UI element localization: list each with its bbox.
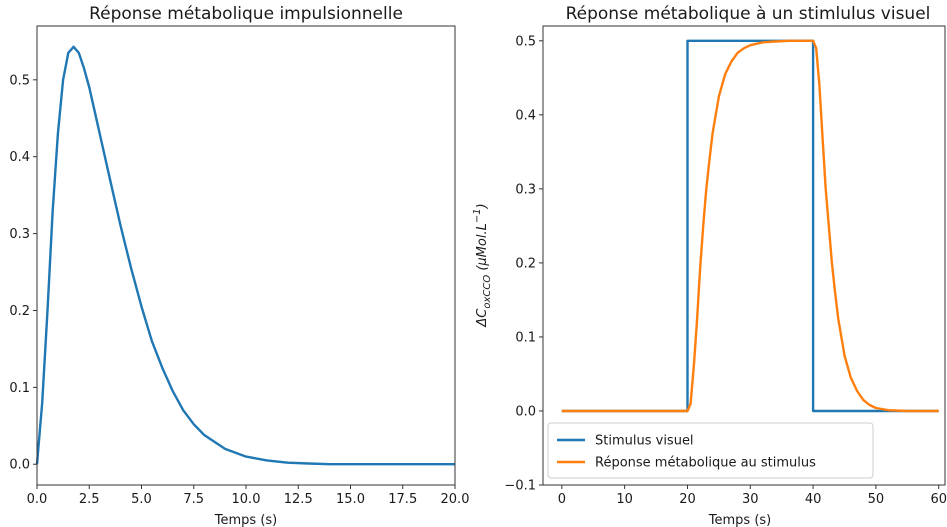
series-line-0	[35, 45, 455, 466]
legend: Stimulus visuel Réponse métabolique au st…	[547, 422, 874, 479]
x-tick-label: 10	[616, 492, 633, 507]
y-axis-label-unit: (μMol.L	[475, 223, 490, 275]
series-line-0	[561, 39, 939, 413]
y-axis-label-close: )	[475, 203, 490, 209]
y-axis-label: ΔCoxCCO (μMol.L−1)	[472, 203, 493, 327]
x-axis-label: Temps (s)	[214, 513, 277, 527]
x-tick-label: 7.5	[183, 492, 204, 507]
y-tick-label: 0.4	[515, 108, 536, 123]
y-tick-label: 0.1	[515, 330, 536, 345]
y-tick-label: 0.2	[9, 304, 30, 319]
x-tick-label: 40	[805, 492, 822, 507]
y-axis-ticks: 0.0 0.1 0.2 0.3 0.4 0.5	[9, 73, 37, 473]
y-tick-label: 0.5	[9, 73, 30, 88]
y-tick-label: 0.1	[9, 381, 30, 396]
x-tick-label: 2.5	[79, 492, 100, 507]
legend-label: Réponse métabolique au stimulus	[595, 456, 816, 471]
plot-lines	[35, 45, 455, 466]
x-tick-label: 12.5	[284, 492, 313, 507]
x-tick-label: 30	[742, 492, 759, 507]
x-tick-label: 17.5	[388, 492, 417, 507]
chart-visual-stimulus-response: Réponse métabolique à un stimlulus visue…	[472, 4, 947, 527]
y-tick-label: 0.3	[515, 182, 536, 197]
x-tick-label: 0	[558, 492, 566, 507]
y-tick-label: 0.0	[515, 404, 536, 419]
plot-frame	[542, 25, 946, 486]
y-tick-label: 0.2	[515, 256, 536, 271]
chart-impulse-response: Réponse métabolique impulsionnelle 0.0 2.…	[9, 4, 469, 527]
plot-lines	[561, 39, 939, 413]
x-axis-label: Temps (s)	[708, 513, 771, 527]
x-tick-label: 20.0	[441, 492, 470, 507]
x-tick-label: 50	[868, 492, 885, 507]
x-tick-label: 20	[679, 492, 696, 507]
y-tick-label: 0.5	[515, 34, 536, 49]
y-tick-label: −0.1	[504, 479, 536, 494]
y-axis-label-main: ΔC	[475, 308, 490, 328]
y-axis-label-sub: oxCCO	[482, 275, 493, 309]
series-line-1	[561, 39, 939, 413]
x-tick-label: 0.0	[27, 492, 48, 507]
legend-label: Stimulus visuel	[595, 434, 694, 449]
x-tick-label: 15.0	[336, 492, 365, 507]
y-tick-label: 0.0	[9, 458, 30, 473]
plot-frame	[36, 25, 456, 486]
chart-title: Réponse métabolique à un stimlulus visue…	[566, 4, 931, 24]
y-tick-label: 0.4	[9, 150, 30, 165]
legend-box	[547, 422, 874, 479]
y-axis-ticks: −0.1 0.0 0.1 0.2 0.3 0.4 0.5	[504, 34, 543, 494]
chart-title: Réponse métabolique impulsionnelle	[89, 4, 403, 24]
y-tick-label: 0.3	[9, 227, 30, 242]
y-axis-label-sup: −1	[472, 208, 483, 223]
x-axis-ticks: 0.0 2.5 5.0 7.5 10.0 12.5 15.0 17.5 20.0	[27, 485, 470, 507]
x-axis-ticks: 0 10 20 30 40 50 60	[558, 485, 947, 507]
x-tick-label: 10.0	[232, 492, 261, 507]
x-tick-label: 5.0	[131, 492, 152, 507]
x-tick-label: 60	[930, 492, 947, 507]
